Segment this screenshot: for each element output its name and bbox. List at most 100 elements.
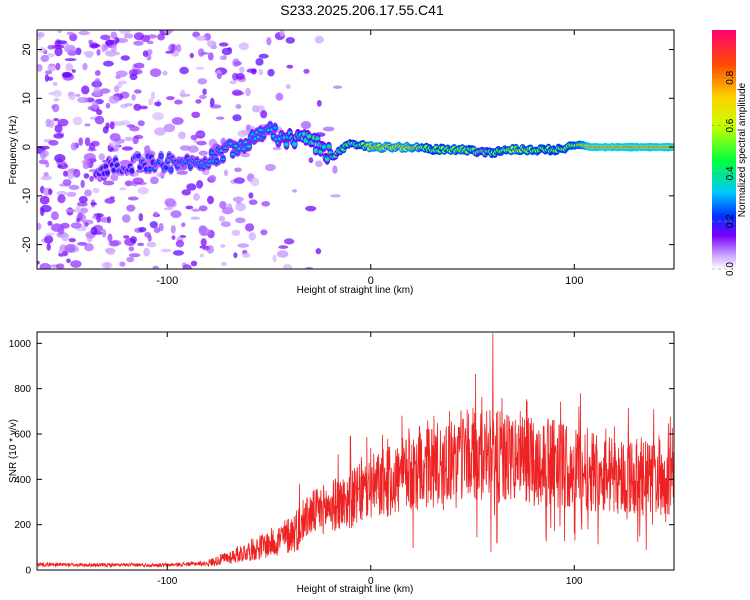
spectrogram-noise-blob: [150, 176, 159, 185]
spectrogram-noise-blob: [206, 40, 216, 47]
spectrogram-noise-blob: [216, 116, 225, 120]
spectrogram-noise-blob: [39, 195, 50, 205]
spectrogram-noise-blob: [115, 75, 121, 80]
spectrogram-noise-blob: [272, 254, 277, 263]
spectrogram-noise-blob: [124, 103, 133, 107]
spectrogram-noise-blob: [156, 172, 164, 178]
spectrogram-noise-blob: [315, 248, 322, 255]
spectrogram-noise-blob: [105, 102, 111, 109]
spectrogram-noise-blob: [98, 153, 106, 161]
spectrogram-noise-blob: [138, 226, 147, 233]
spectrogram-noise-blob: [175, 43, 182, 53]
spectrogram-noise-blob: [37, 222, 42, 230]
spectrogram-noise-blob: [45, 70, 52, 75]
colorbar-label: Normalized spectral amplitude: [737, 82, 748, 217]
spectrogram-ridge-core: [318, 150, 323, 154]
colorbar-tick-label: 0.6: [725, 118, 736, 132]
spectrogram-noise-blob: [180, 89, 186, 98]
spectrogram-noise-blob: [53, 98, 60, 102]
spectrogram-noise-blob: [282, 263, 293, 269]
spectrogram-noise-blob: [84, 137, 91, 147]
spectrogram-noise-blob: [73, 168, 81, 178]
spectrogram-noise-blob: [264, 163, 276, 172]
spectrogram-noise-blob: [57, 118, 69, 127]
spectrogram-y-tick-label: 20: [21, 43, 33, 55]
spectrogram-noise-blob: [239, 66, 245, 74]
spectrogram-noise-blob: [70, 222, 82, 229]
spectrogram-noise-blob: [181, 222, 186, 227]
spectrogram-noise-blob: [220, 244, 226, 248]
spectrogram-x-tick-label: -100: [156, 275, 178, 287]
spectrogram-noise-blob: [147, 234, 152, 242]
spectrogram-noise-blob: [258, 68, 264, 76]
spectrogram-noise-blob: [64, 44, 76, 53]
spectrogram-noise-blob: [157, 33, 166, 41]
spectrogram-noise-blob: [101, 261, 113, 269]
spectrogram-noise-blob: [207, 195, 214, 205]
spectrogram-noise-blob: [286, 84, 291, 89]
spectrogram-noise-blob: [62, 179, 72, 186]
spectrogram-noise-blob: [152, 112, 164, 121]
spectrogram-noise-blob: [56, 40, 68, 44]
spectrogram-noise-blob: [44, 235, 54, 244]
spectrogram-noise-blob: [235, 73, 245, 80]
snr-y-tick-label: 0: [25, 566, 31, 577]
spectrogram-noise-blob: [54, 47, 63, 57]
spectrogram-noise-blob: [153, 227, 161, 234]
spectrogram-noise-blob: [229, 80, 237, 85]
spectrogram-noise-blob: [166, 96, 175, 101]
spectrogram-noise-blob: [283, 238, 295, 245]
spectrogram-ridge-core: [188, 164, 193, 168]
spectrogram-noise-blob: [119, 120, 131, 126]
spectrogram-noise-blob: [84, 222, 89, 227]
spectrogram-noise-blob: [96, 213, 101, 223]
spectrogram-noise-blob: [80, 179, 85, 189]
spectrogram-noise-blob: [52, 81, 58, 86]
spectrogram-noise-blob: [154, 127, 167, 136]
spectrogram-ridge-core: [221, 157, 225, 161]
spectrogram-noise-blob: [266, 37, 272, 46]
spectrogram-noise-blob: [251, 68, 257, 75]
spectrogram-noise-blob: [170, 44, 175, 52]
spectrogram-ridge-core: [164, 166, 168, 169]
spectrogram-noise-blob: [245, 87, 251, 97]
spectrogram-noise-blob: [54, 124, 63, 133]
spectrogram-noise-blob: [197, 78, 208, 85]
spectrogram-noise-blob: [45, 118, 51, 128]
spectrogram-noise-blob: [108, 240, 120, 247]
spectrogram-ridge-core: [247, 145, 252, 148]
spectrogram-noise-blob: [96, 49, 101, 56]
spectrogram-noise-blob: [237, 130, 248, 138]
spectrogram-noise-blob: [66, 31, 74, 36]
spectrogram-noise-blob: [143, 247, 150, 257]
spectrogram-noise-blob: [170, 225, 176, 234]
spectrogram-noise-blob: [105, 247, 116, 255]
spectrogram-noise-blob: [84, 189, 92, 197]
colorbar-tick-label: 0.8: [725, 70, 736, 84]
spectrogram-noise-blob: [76, 201, 88, 207]
colorbar-gradient: [712, 30, 736, 269]
spectrogram-noise-blob: [332, 165, 338, 174]
spectrogram-noise-blob: [202, 246, 211, 251]
spectrogram-noise-blob: [226, 203, 233, 211]
spectrogram-noise-blob: [119, 261, 126, 267]
spectrogram-ridge-core: [284, 143, 289, 146]
snr-x-tick-label: 0: [368, 576, 374, 587]
spectrogram-noise-blob: [179, 66, 189, 75]
spectrogram-noise-blob: [99, 88, 111, 94]
spectrogram-noise-blob: [154, 101, 162, 107]
spectrogram-noise-blob: [219, 201, 227, 209]
spectrogram-noise-blob: [109, 133, 121, 142]
spectrogram-noise-blob: [57, 164, 64, 169]
spectrogram-noise-blob: [231, 229, 241, 236]
spectrogram-noise-blob: [189, 52, 194, 59]
spectrogram-noise-blob: [94, 115, 105, 125]
spectrogram-noise-blob: [202, 88, 207, 95]
spectrogram-noise-blob: [180, 145, 191, 151]
spectrogram-noise-blob: [107, 233, 113, 243]
spectrogram-x-tick-label: 0: [368, 275, 374, 287]
spectrogram-ridge-core: [313, 149, 318, 153]
spectrogram-noise-blob: [111, 44, 117, 53]
